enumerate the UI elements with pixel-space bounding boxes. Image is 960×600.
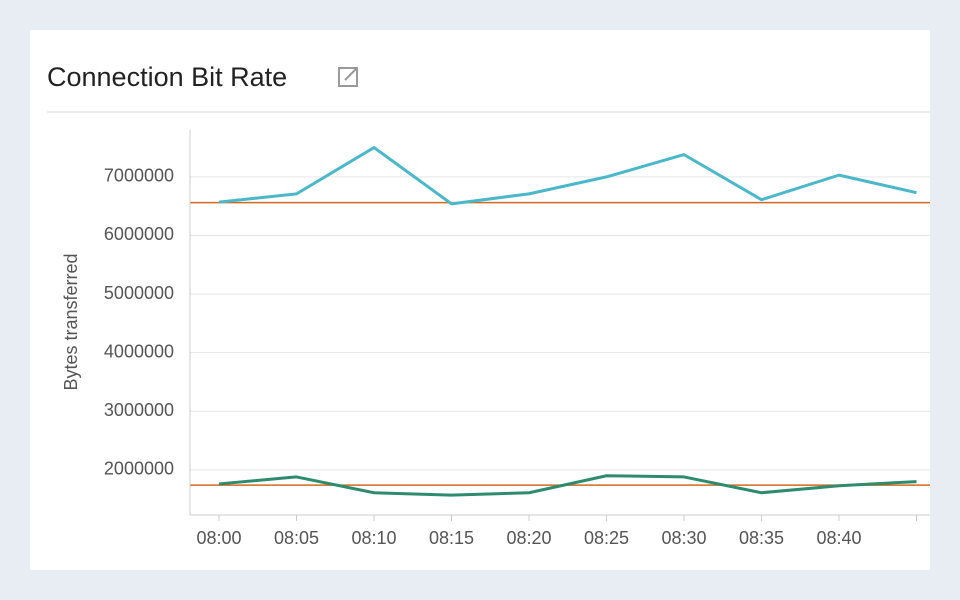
x-tick-label: 08:20 <box>506 528 551 548</box>
y-tick-label: 6000000 <box>104 224 174 244</box>
x-tick-label: 08:15 <box>429 528 474 548</box>
x-tick-label: 08:05 <box>274 528 319 548</box>
x-tick-label: 08:25 <box>584 528 629 548</box>
x-tick-label: 08:40 <box>816 528 861 548</box>
x-tick-label: 08:00 <box>196 528 241 548</box>
y-tick-label: 5000000 <box>104 283 174 303</box>
card <box>30 30 930 570</box>
y-tick-label: 2000000 <box>104 459 174 479</box>
x-tick-label: 08:35 <box>739 528 784 548</box>
y-tick-label: 4000000 <box>104 341 174 361</box>
x-tick-label: 08:30 <box>661 528 706 548</box>
plot <box>190 146 930 497</box>
y-axis-label: Bytes transferred <box>61 253 81 390</box>
y-tick-label: 7000000 <box>104 166 174 186</box>
y-tick-label: 3000000 <box>104 400 174 420</box>
series-line <box>218 474 917 497</box>
series-line <box>218 146 917 206</box>
x-tick-label: 08:10 <box>351 528 396 548</box>
external-link-icon[interactable] <box>338 67 358 87</box>
chart-title: Connection Bit Rate <box>47 62 287 92</box>
